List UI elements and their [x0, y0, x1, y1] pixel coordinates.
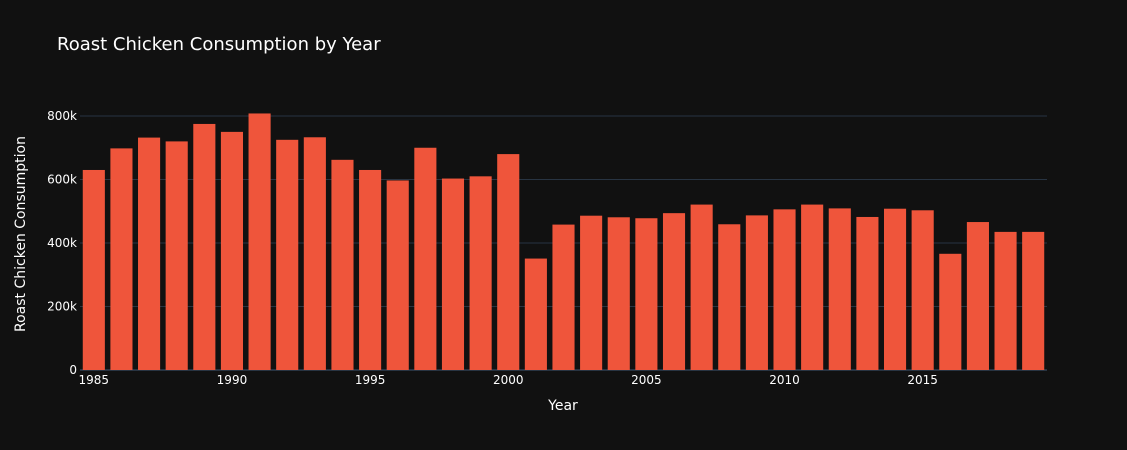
- y-tick-label: 200k: [47, 300, 77, 314]
- bar[interactable]: [303, 137, 326, 370]
- x-axis-title: Year: [547, 398, 578, 414]
- bars: [82, 113, 1045, 371]
- x-tick-label: 1990: [217, 373, 248, 387]
- bar[interactable]: [165, 141, 188, 370]
- y-tick-label: 400k: [47, 236, 77, 250]
- bar[interactable]: [276, 139, 299, 370]
- bar[interactable]: [1022, 231, 1045, 370]
- bar[interactable]: [110, 148, 133, 370]
- bar[interactable]: [138, 137, 161, 370]
- bar[interactable]: [469, 176, 492, 370]
- bar[interactable]: [552, 224, 575, 370]
- bar[interactable]: [497, 154, 520, 370]
- y-axis-ticks: 0 200k 400k 600k 800k: [47, 109, 77, 377]
- y-axis-title: Roast Chicken Consumption: [13, 136, 29, 332]
- x-tick-label: 2000: [493, 373, 524, 387]
- bar[interactable]: [607, 217, 630, 370]
- y-tick-label: 600k: [47, 173, 77, 187]
- bar[interactable]: [82, 169, 105, 370]
- bar[interactable]: [718, 224, 741, 370]
- bar[interactable]: [662, 213, 686, 370]
- bar[interactable]: [745, 215, 768, 370]
- bar[interactable]: [994, 231, 1017, 370]
- bar[interactable]: [856, 216, 879, 370]
- bar[interactable]: [690, 204, 713, 370]
- chart-title: Roast Chicken Consumption by Year: [57, 34, 381, 55]
- bar[interactable]: [359, 169, 382, 370]
- bar[interactable]: [331, 159, 354, 370]
- bar[interactable]: [911, 210, 934, 370]
- bar[interactable]: [220, 131, 244, 370]
- bar[interactable]: [939, 253, 962, 370]
- bar[interactable]: [386, 180, 409, 370]
- bar[interactable]: [966, 222, 989, 370]
- x-tick-label: 2010: [769, 373, 800, 387]
- bar[interactable]: [773, 209, 796, 370]
- bar[interactable]: [635, 218, 658, 370]
- x-tick-label: 1985: [79, 373, 110, 387]
- y-tick-label: 800k: [47, 109, 77, 123]
- bar[interactable]: [414, 147, 437, 370]
- x-tick-label: 1995: [355, 373, 386, 387]
- bar[interactable]: [441, 178, 465, 370]
- bar[interactable]: [580, 215, 603, 370]
- bar[interactable]: [524, 258, 547, 370]
- x-tick-label: 2005: [631, 373, 662, 387]
- x-axis-ticks: 1985 1990 1995 2000 2005 2010 2015: [79, 373, 938, 387]
- x-tick-label: 2015: [907, 373, 938, 387]
- bar[interactable]: [828, 208, 851, 370]
- bar[interactable]: [193, 123, 216, 370]
- bar[interactable]: [248, 113, 271, 371]
- bar[interactable]: [801, 204, 824, 370]
- y-tick-label: 0: [69, 363, 77, 377]
- bar[interactable]: [883, 208, 907, 370]
